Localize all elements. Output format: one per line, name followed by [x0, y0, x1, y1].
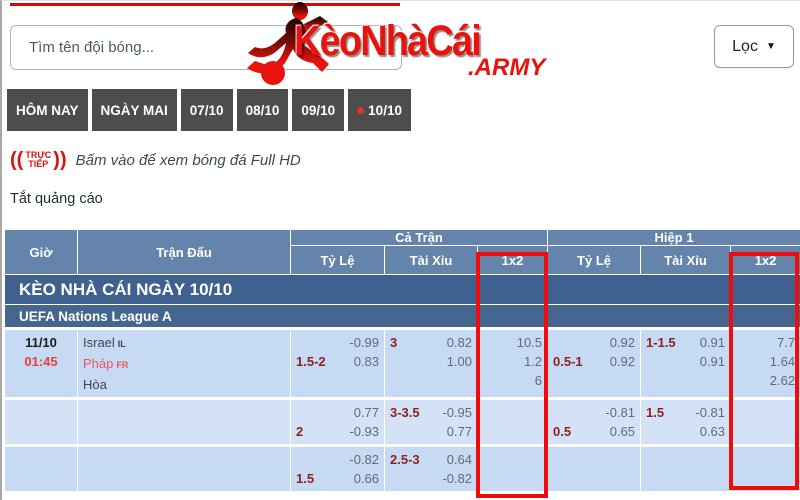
live-badge: TRỰC TIẾP: [25, 150, 52, 169]
col-header-h1-1x2: 1x2: [730, 245, 800, 275]
match-time: [4, 444, 78, 492]
ft-overunder-cell[interactable]: 2.5-3 0.64 -0.82: [384, 444, 478, 492]
ft-overunder-cell[interactable]: 3 0.82 1.00: [384, 327, 478, 399]
match-teams: [77, 444, 291, 492]
h1-overunder-cell[interactable]: [640, 444, 732, 492]
col-header-ft-1x2: 1x2: [476, 245, 549, 275]
col-header-time: Giờ: [4, 229, 78, 275]
odds-table: Giờ Trận Đấu Cả Trận Hiệp 1 Tỷ Lệ Tài Xỉ…: [3, 229, 800, 492]
match-time: [4, 397, 78, 446]
ft-handicap-cell[interactable]: 0.77 2 -0.93: [290, 397, 385, 446]
chevron-down-icon: ▼: [765, 41, 776, 52]
ft-1x2-cell[interactable]: [476, 397, 549, 446]
h1-overunder-cell[interactable]: 1-1.5 0.91 0.91: [640, 327, 732, 399]
ft-handicap-cell[interactable]: -0.82 1.5 0.66: [290, 444, 385, 492]
filter-button[interactable]: Lọc ▼: [714, 25, 794, 68]
match-teams[interactable]: Israel IL Pháp FR Hòa: [77, 327, 291, 399]
col-header-h1-overunder: Tài Xỉu: [640, 245, 732, 275]
h1-handicap-cell[interactable]: 0.92 0.5-1 0.92: [547, 327, 642, 399]
section-title: KÈO NHÀ CÁI NGÀY 10/10: [3, 274, 800, 305]
col-header-match: Trận Đấu: [77, 229, 291, 275]
table-row: -0.82 1.5 0.66 2.5-3 0.64 -0.82: [4, 444, 800, 492]
filter-label: Lọc: [732, 37, 758, 55]
date-tabs: HÔM NAY NGÀY MAI 07/10 08/10 09/10 10/10: [7, 89, 411, 131]
ads-toggle-link[interactable]: Tắt quảng cáo: [10, 191, 103, 207]
table-row: 0.77 2 -0.93 3-3.5 -0.95 0.77 -0.81 0.5 0.6…: [4, 397, 800, 446]
table-row: 11/10 01:45 Israel IL Pháp FR Hòa -0.99 1.…: [4, 327, 800, 399]
col-header-ft-overunder: Tài Xỉu: [384, 245, 478, 275]
col-group-fulltime: Cả Trận: [289, 229, 549, 246]
col-header-h1-odds: Tỷ Lệ: [547, 245, 642, 275]
ft-overunder-cell[interactable]: 3-3.5 -0.95 0.77: [384, 397, 478, 446]
ft-handicap-cell[interactable]: -0.99 1.5-2 0.83: [290, 327, 385, 399]
match-time: 11/10 01:45: [4, 327, 78, 399]
tab-today[interactable]: HÔM NAY: [7, 89, 88, 131]
h1-1x2-cell[interactable]: [730, 397, 800, 446]
col-group-halftime: Hiệp 1: [547, 229, 800, 246]
h1-handicap-cell[interactable]: -0.81 0.5 0.65: [547, 397, 642, 446]
match-teams: [77, 397, 291, 446]
ft-1x2-cell[interactable]: [476, 444, 549, 492]
search-input[interactable]: [10, 25, 402, 70]
h1-handicap-cell[interactable]: [547, 444, 642, 492]
col-header-ft-odds: Tỷ Lệ: [290, 245, 385, 275]
h1-1x2-cell[interactable]: [730, 444, 800, 492]
h1-overunder-cell[interactable]: 1.5 -0.81 0.63: [640, 397, 732, 446]
tab-07-10[interactable]: 07/10: [180, 89, 233, 131]
league-title: UEFA Nations League A: [3, 304, 800, 329]
tab-09-10[interactable]: 09/10: [292, 89, 345, 131]
ft-1x2-cell[interactable]: 10.5 1.2 6: [476, 327, 549, 399]
h1-1x2-cell[interactable]: 7.7 1.64 2.62: [730, 327, 800, 399]
top-accent-line: [10, 3, 400, 6]
tab-08-10[interactable]: 08/10: [236, 89, 289, 131]
live-text: Bấm vào để xem bóng đá Full HD: [75, 151, 301, 169]
tab-tomorrow[interactable]: NGÀY MAI: [91, 89, 177, 131]
live-stream-link[interactable]: (( TRỰC TIẾP )) Bấm vào để xem bóng đá F…: [10, 144, 301, 176]
live-waves-icon: )): [53, 149, 67, 171]
live-waves-icon: ((: [10, 149, 24, 171]
tab-10-10-active[interactable]: 10/10: [348, 89, 411, 131]
active-dot-icon: [357, 106, 365, 114]
logo-suffix: .ARMY: [468, 54, 546, 81]
